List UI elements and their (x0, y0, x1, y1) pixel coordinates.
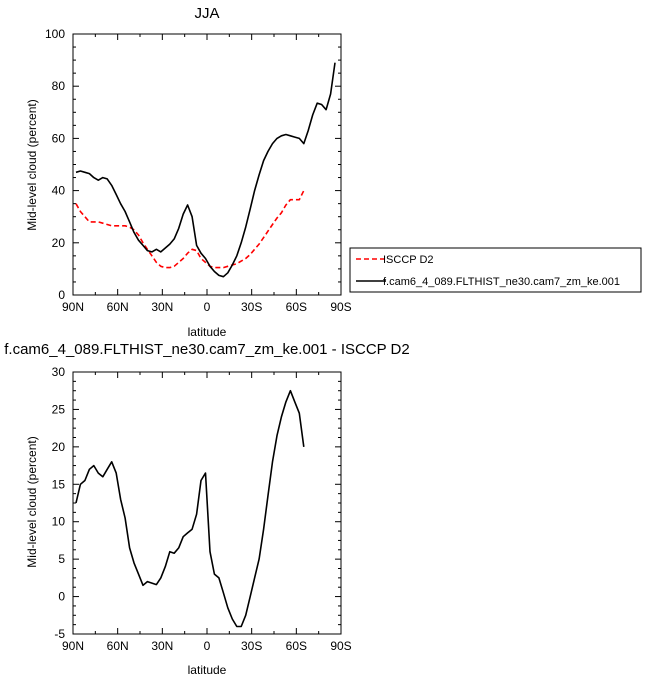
x-tick-label: 0 (204, 639, 211, 653)
y-tick-label: 40 (52, 184, 66, 198)
x-axis-label: latitude (188, 325, 227, 339)
x-tick-label: 60N (107, 300, 129, 314)
y-tick-label: 20 (52, 440, 66, 454)
chart-title: JJA (194, 5, 219, 22)
plot-frame (72, 33, 342, 296)
y-tick-label: 100 (45, 27, 65, 41)
series-line-0 (75, 389, 305, 628)
y-tick-label: 10 (52, 515, 66, 529)
y-tick-label: 20 (52, 236, 66, 250)
plot-area: 90N 60N 30N 0 30S 60S 90S -5 0 5 10 15 20 25 30 (52, 365, 352, 653)
x-tick-label: 30S (241, 639, 262, 653)
y-tick-label: 15 (52, 477, 66, 491)
x-tick-label: 30N (151, 639, 173, 653)
x-tick-label: 0 (204, 300, 211, 314)
y-tick-label: 25 (52, 402, 66, 416)
y-tick-label: 80 (52, 79, 66, 93)
legend-label-model: f.cam6_4_089.FLTHIST_ne30.cam7_zm_ke.001 (383, 276, 620, 288)
legend: ISCCP D2 f.cam6_4_089.FLTHIST_ne30.cam7_… (349, 247, 642, 293)
x-tick-label: 30S (241, 300, 262, 314)
y-tick-label: 60 (52, 131, 66, 145)
y-axis-label: Mid-level cloud (percent) (25, 99, 39, 230)
x-tick-label: 90N (62, 300, 84, 314)
x-tick-label: 30N (151, 300, 173, 314)
y-tick-label: 0 (58, 590, 65, 604)
x-tick-label: 60S (286, 300, 307, 314)
y-tick-label: 5 (58, 552, 65, 566)
bottom-panel-chart: f.cam6_4_089.FLTHIST_ne30.cam7_zm_ke.001… (4, 341, 409, 677)
legend-box (349, 247, 642, 293)
x-tick-label: 60S (286, 639, 307, 653)
series-line-1 (75, 62, 336, 278)
y-axis-label: Mid-level cloud (percent) (25, 436, 39, 567)
chart-title: f.cam6_4_089.FLTHIST_ne30.cam7_zm_ke.001… (4, 341, 409, 358)
x-tick-label: 90S (330, 639, 351, 653)
x-tick-label: 90S (330, 300, 351, 314)
top-panel-chart: JJA 90N 60N 30N 0 30S 60S 90S 0 20 40 60 80 100 lati… (25, 5, 642, 339)
y-tick-label: 0 (58, 288, 65, 302)
plot-area: 90N 60N 30N 0 30S 60S 90S 0 20 40 60 80 100 (45, 27, 352, 314)
x-tick-label: 90N (62, 639, 84, 653)
y-tick-label: -5 (54, 627, 65, 641)
y-tick-label: 30 (52, 365, 66, 379)
series-line-0 (75, 190, 305, 269)
x-tick-label: 60N (107, 639, 129, 653)
legend-label-isccp: ISCCP D2 (383, 254, 434, 266)
x-axis-label: latitude (188, 663, 227, 677)
